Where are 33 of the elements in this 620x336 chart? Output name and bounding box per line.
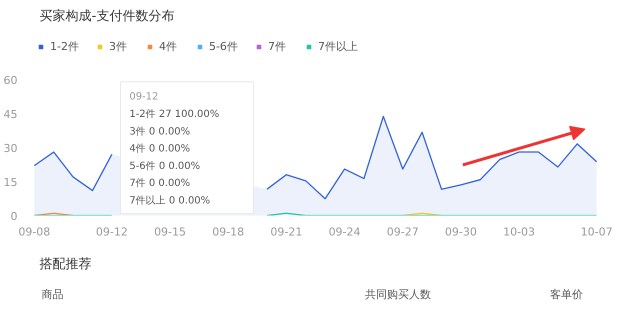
legend-label: 5-6件	[208, 39, 238, 54]
legend-label: 4件	[158, 39, 178, 54]
annotation: 4件 0 0.00%	[129, 144, 190, 155]
y-tick-label: 45	[4, 108, 18, 121]
text: 共同购买人数	[365, 288, 432, 301]
x-tick-label: 09-18	[212, 226, 244, 238]
x-tick-label: 09-12	[96, 226, 128, 238]
x-tick-label: 10-07	[580, 226, 613, 238]
annotation: 7件 0 0.00%	[129, 178, 190, 190]
legend-label: 3件	[108, 39, 128, 54]
legend-label: 7件	[268, 39, 287, 54]
x-tick-label: 09-08	[18, 226, 50, 238]
text: 搭配推荐	[40, 257, 92, 272]
text: 客单价	[550, 288, 583, 301]
y-tick-label: 30	[4, 142, 18, 155]
annotation: 5-6件 0 0.00%	[129, 160, 200, 172]
annotation: 1-2件 27 100.00%	[129, 109, 220, 120]
x-tick-label: 09-15	[154, 226, 186, 238]
legend-label: 7件以上	[318, 39, 358, 54]
text: 商品	[41, 288, 64, 301]
y-tick-label: 0	[10, 210, 18, 223]
annotation: 7件以上 0 0.00%	[129, 194, 210, 206]
y-tick-label: 60	[4, 74, 18, 87]
x-tick-label: 09-27	[386, 226, 419, 238]
x-tick-label: 09-24	[328, 226, 361, 238]
x-tick-label: 10-03	[503, 226, 536, 238]
legend-label: 1-2件	[50, 39, 79, 54]
annotation: 3件 0 0.00%	[129, 126, 190, 138]
chart-title: 买家构成-支付件数分布	[40, 8, 174, 24]
y-tick-label: 15	[4, 176, 18, 189]
x-tick-label: 09-30	[444, 226, 477, 238]
x-tick-label: 09-21	[270, 226, 302, 238]
annotation: 09-12	[129, 91, 158, 102]
